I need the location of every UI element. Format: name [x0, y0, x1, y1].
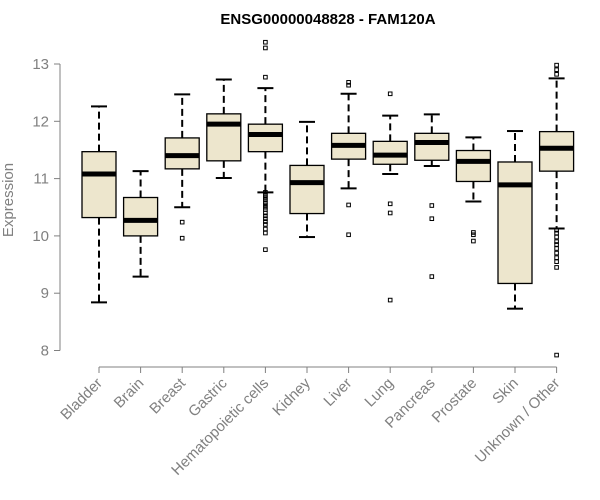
box	[538, 130, 575, 172]
outlier-point	[263, 45, 268, 51]
x-tick-label: Kidney	[269, 374, 314, 419]
outlier-point	[471, 232, 476, 238]
outlier-point	[554, 72, 559, 77]
box	[122, 196, 159, 237]
outlier-point	[554, 259, 559, 264]
outlier-point	[263, 247, 268, 252]
outlier-point	[263, 222, 268, 227]
box-group	[538, 62, 575, 358]
outlier-point	[387, 91, 393, 97]
box-group	[372, 91, 408, 303]
outlier-point	[179, 219, 185, 225]
outlier-point	[263, 74, 268, 80]
y-tick-label: 11	[33, 171, 49, 188]
y-axis-label: Expression	[0, 163, 17, 237]
y-tick-label: 12	[32, 113, 49, 130]
outlier-point	[429, 274, 435, 279]
y-tick-label: 9	[41, 285, 49, 302]
outlier-point	[346, 82, 351, 88]
outlier-point	[263, 197, 268, 203]
box	[247, 123, 284, 153]
outlier-point	[346, 80, 351, 85]
box-group	[330, 80, 367, 238]
outlier-point	[554, 62, 559, 68]
outlier-point	[554, 239, 559, 244]
box-group	[164, 93, 200, 241]
x-tick-label: Bladder	[57, 375, 106, 424]
box-series	[81, 39, 575, 358]
x-tick-label: Skin	[489, 375, 522, 408]
outlier-point	[554, 227, 559, 233]
outlier-point	[429, 216, 435, 222]
outlier-point	[429, 203, 435, 208]
box	[81, 151, 117, 219]
box	[414, 132, 450, 161]
box-group	[122, 170, 159, 278]
outlier-point	[263, 39, 268, 45]
x-tick-label: Breast	[146, 374, 189, 417]
outlier-point	[554, 246, 559, 251]
outlier-point	[554, 352, 559, 358]
x-tick-label: Liver	[320, 375, 355, 410]
outlier-point	[346, 202, 351, 208]
box	[289, 164, 325, 215]
outlier-point	[263, 213, 268, 219]
x-tick-label: Prostate	[429, 375, 481, 427]
outlier-point	[554, 67, 559, 73]
box-group	[289, 120, 325, 239]
outlier-point	[263, 226, 268, 232]
box-group	[247, 39, 284, 252]
outlier-point	[554, 250, 559, 256]
outlier-point	[554, 265, 559, 270]
x-tick-label: Lung	[361, 375, 397, 411]
box	[497, 161, 533, 285]
box-group	[206, 78, 242, 180]
outlier-point	[346, 232, 351, 238]
outlier-point	[387, 201, 393, 207]
outlier-point	[263, 210, 268, 216]
box-group	[497, 130, 533, 310]
outlier-point	[263, 216, 268, 222]
outlier-point	[263, 190, 268, 195]
outlier-point	[263, 219, 268, 224]
box-group	[81, 105, 117, 304]
box-group	[455, 136, 492, 244]
outlier-point	[387, 210, 393, 216]
x-tick-label: Brain	[111, 375, 148, 412]
y-axis: 8 9 10 11 12 13	[32, 56, 61, 360]
outlier-point	[554, 255, 559, 260]
box	[455, 149, 492, 183]
outlier-point	[554, 234, 559, 240]
outlier-point	[179, 235, 185, 241]
y-tick-label: 10	[32, 228, 49, 245]
y-tick-label: 13	[32, 56, 49, 73]
outlier-point	[387, 297, 393, 303]
outlier-point	[263, 230, 268, 236]
y-tick-label: 8	[41, 343, 49, 360]
chart-title: ENSG00000048828 - FAM120A	[220, 11, 435, 28]
box	[206, 113, 242, 162]
box-group	[414, 113, 450, 279]
outlier-point	[471, 238, 476, 244]
